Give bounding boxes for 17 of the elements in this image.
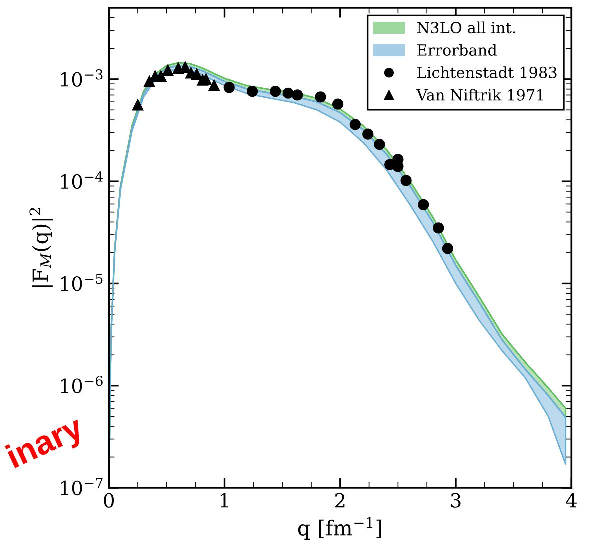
- text: inary: [5, 414, 88, 475]
- legend-label: Lichtenstadt 1983: [418, 66, 557, 78]
- x-tick-label: 1: [220, 493, 228, 508]
- legend-label: Van Niftrik 1971: [416, 89, 544, 101]
- legend-label: N3LO all int.: [417, 22, 516, 34]
- x-tick-label: 0: [104, 493, 114, 508]
- y-tick-label: 10$^{−3}$: [61, 70, 103, 87]
- x-tick-label: 2: [336, 493, 345, 508]
- x-axis-title: q [fm$^{−1}$]: [298, 517, 382, 540]
- y-tick-label: 10$^{−4}$: [61, 172, 104, 190]
- legend-label: Errorband: [418, 44, 498, 56]
- y-tick-label: 10$^{−7}$: [61, 478, 103, 496]
- x-tick-label: 3: [451, 493, 461, 508]
- x-tick-label: 4: [566, 493, 577, 508]
- y-axis-title: |F$_{M}$(q)|$^{2}$: [30, 208, 53, 288]
- y-tick-label: 10$^{−6}$: [61, 376, 103, 394]
- y-tick-label: 10$^{−5}$: [61, 274, 103, 292]
